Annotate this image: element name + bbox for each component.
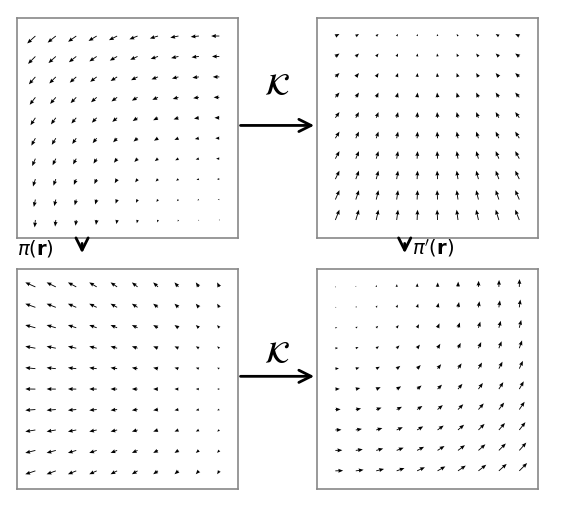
Text: $\mathcal{K}$: $\mathcal{K}$	[264, 338, 290, 370]
Text: $\pi(\mathbf{r})$: $\pi(\mathbf{r})$	[17, 238, 54, 259]
Text: $\mathcal{K}$: $\mathcal{K}$	[264, 71, 290, 102]
Text: $\pi'(\mathbf{r})$: $\pi'(\mathbf{r})$	[412, 238, 454, 259]
